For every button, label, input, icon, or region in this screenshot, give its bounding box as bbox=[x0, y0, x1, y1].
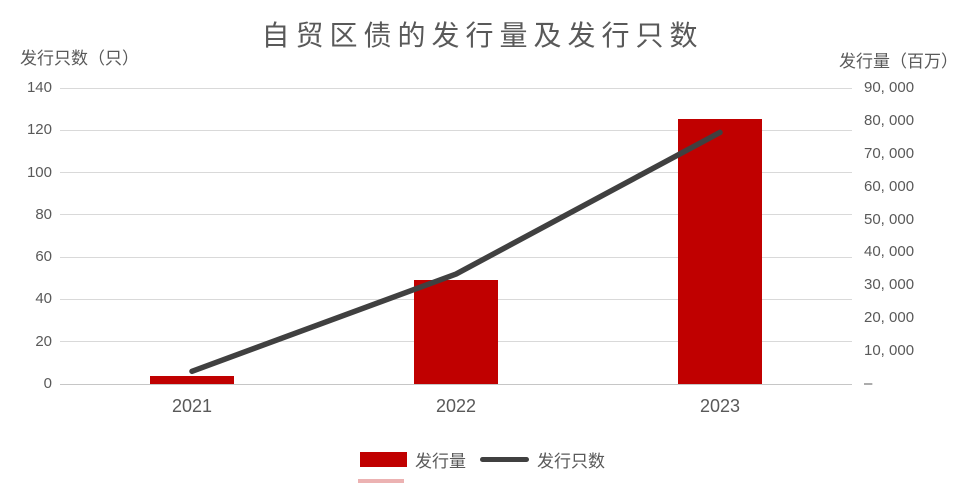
gridline bbox=[60, 256, 852, 258]
right-axis-tick-label: 30, 000 bbox=[864, 276, 915, 294]
bar-2023 bbox=[678, 119, 762, 384]
right-axis-tick-label: 40, 000 bbox=[864, 243, 915, 261]
left-axis-tick-label: 20 bbox=[35, 332, 52, 350]
red-smudge-artifact bbox=[358, 479, 404, 483]
gridline bbox=[60, 383, 852, 385]
bar-series-swatch-icon bbox=[360, 452, 407, 467]
right-axis-tick-label: 60, 000 bbox=[864, 177, 915, 195]
right-axis-tick-label: 20, 000 bbox=[864, 309, 915, 327]
left-axis-tick-label: 120 bbox=[26, 121, 52, 139]
line-series-path bbox=[189, 129, 723, 375]
left-axis-tick-label: 80 bbox=[35, 205, 52, 223]
left-axis-tick-label: 140 bbox=[26, 79, 52, 96]
left-axis-tick-label: 40 bbox=[35, 290, 52, 308]
bar-2021 bbox=[150, 376, 234, 384]
chart-title: 自贸区债的发行量及发行只数 bbox=[261, 21, 704, 52]
x-axis-label-2021: 2021 bbox=[171, 396, 213, 416]
right-axis-tick-label: 70, 000 bbox=[864, 144, 915, 162]
right-axis-header: 发行量（百万） bbox=[839, 52, 958, 71]
line-series-swatch-icon bbox=[480, 457, 529, 462]
right-axis-tick-label: – bbox=[864, 375, 873, 392]
legend: 发行量 发行只数 bbox=[0, 447, 965, 472]
right-axis-tick-label: 80, 000 bbox=[864, 111, 915, 129]
right-axis-tick-label: 90, 000 bbox=[864, 79, 915, 96]
gridline bbox=[60, 129, 852, 131]
gridline bbox=[60, 214, 852, 216]
left-axis-tick-label: 0 bbox=[43, 375, 52, 392]
gridline bbox=[60, 172, 852, 174]
left-axis-tick-label: 100 bbox=[26, 163, 52, 181]
gridline bbox=[60, 87, 852, 89]
legend-label: 发行量 bbox=[415, 452, 466, 471]
x-axis-label-2023: 2023 bbox=[699, 396, 741, 416]
x-axis-label-2022: 2022 bbox=[435, 396, 477, 416]
line-series bbox=[189, 129, 723, 375]
bar-2022 bbox=[414, 280, 498, 384]
right-axis-tick-label: 50, 000 bbox=[864, 210, 915, 228]
left-axis-tick-label: 60 bbox=[35, 248, 52, 266]
legend-item-line-series: 发行只数 bbox=[480, 447, 605, 472]
plot-area bbox=[60, 87, 852, 385]
legend-label: 发行只数 bbox=[537, 452, 605, 471]
left-axis-header: 发行只数（只） bbox=[20, 49, 139, 68]
legend-item-bar-series: 发行量 bbox=[360, 447, 466, 472]
right-axis-tick-label: 10, 000 bbox=[864, 342, 915, 360]
